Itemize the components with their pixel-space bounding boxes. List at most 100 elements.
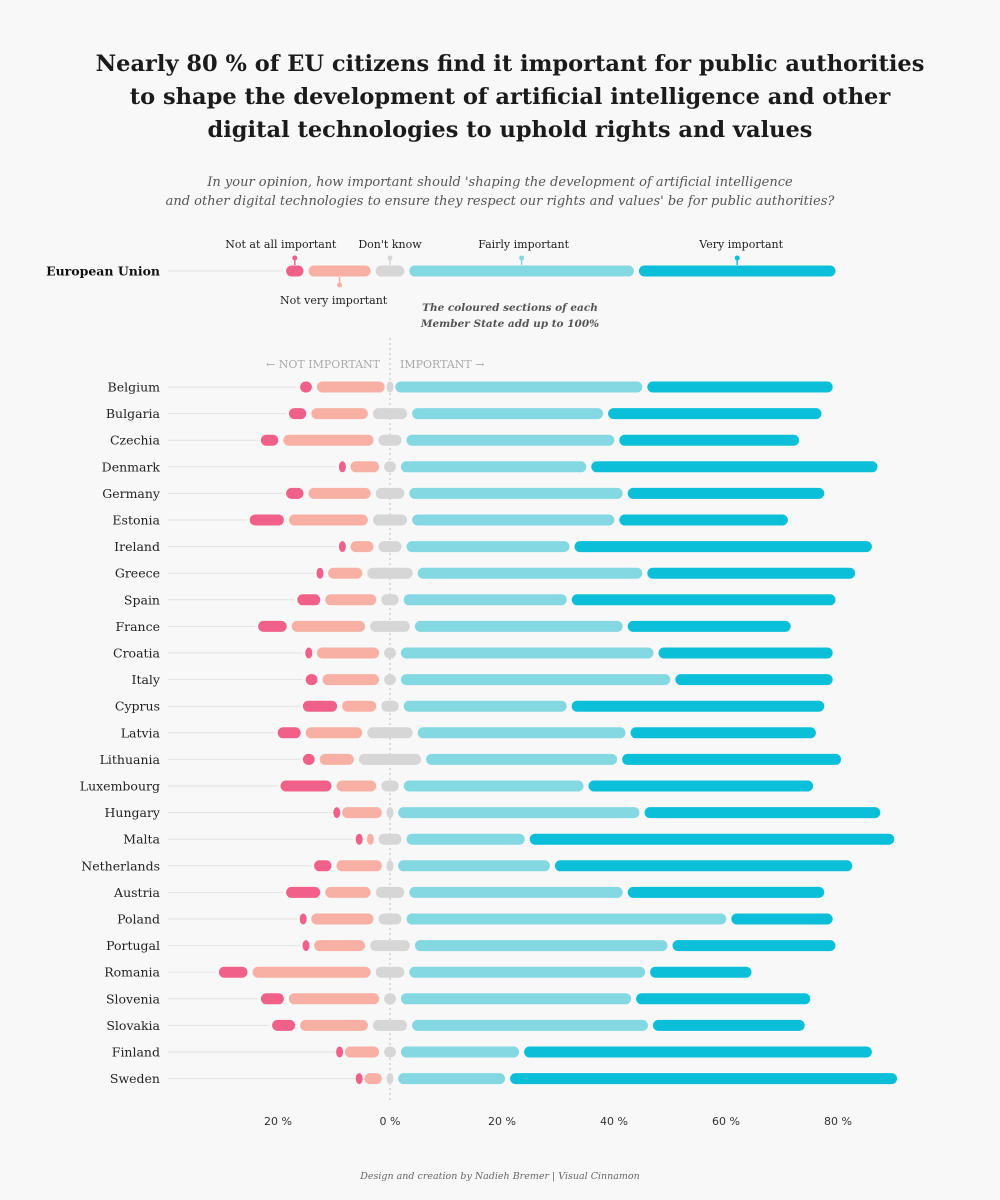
row-belgium: Belgium — [108, 380, 833, 395]
x-tick-label: 0 % — [380, 1115, 401, 1128]
country-label-netherlands: Netherlands — [81, 858, 160, 873]
poland-bar-not-at-all — [299, 913, 307, 925]
poland-bar-not-very — [311, 913, 374, 925]
latvia-bar-not-very — [305, 727, 363, 739]
belgium-bar-very — [647, 381, 833, 393]
ireland-bar-fairly — [406, 541, 570, 553]
cyprus-bar-not-at-all — [302, 700, 338, 712]
austria-bar-not-at-all — [286, 886, 321, 898]
subtitle-line-1: In your opinion, how important should 's… — [207, 175, 793, 190]
denmark-bar-very — [591, 461, 878, 473]
lithuania-bar-fairly — [426, 753, 618, 765]
germany-bar-very — [627, 487, 825, 499]
bulgaria-bar-not-at-all — [288, 408, 307, 420]
row-lithuania: Lithuania — [100, 752, 842, 767]
note-line-1: The coloured sections of each — [422, 302, 598, 314]
diverging-bar-chart: ← NOT IMPORTANT IMPORTANT → The coloured… — [46, 238, 898, 1128]
lithuania-bar-not-at-all — [302, 753, 315, 765]
row-italy: Italy — [132, 672, 833, 687]
legend-dot-fairly — [519, 255, 525, 261]
sweden-bar-fairly — [398, 1073, 506, 1085]
netherlands-bar-not-at-all — [314, 860, 332, 872]
lithuania-bar-not-very — [319, 753, 354, 765]
country-label-belgium: Belgium — [108, 380, 161, 395]
latvia-bar-dont-know — [367, 727, 413, 739]
cyprus-bar-dont-know — [381, 700, 399, 712]
spain-bar-dont-know — [381, 594, 399, 606]
country-label-italy: Italy — [132, 672, 161, 687]
netherlands-bar-not-very — [336, 860, 382, 872]
ireland-bar-not-at-all — [338, 541, 346, 553]
romania-bar-not-at-all — [218, 966, 248, 978]
latvia-bar-very — [630, 727, 816, 739]
finland-bar-very — [524, 1046, 872, 1058]
romania-bar-not-very — [252, 966, 371, 978]
country-label-germany: Germany — [102, 486, 161, 501]
luxembourg-bar-dont-know — [381, 780, 399, 792]
legend-label-not-at-all: Not at all important — [225, 238, 337, 251]
country-label-austria: Austria — [113, 885, 160, 900]
czechia-bar-dont-know — [378, 434, 402, 446]
chart-subtitle: In your opinion, how important should 's… — [150, 173, 850, 211]
row-cyprus: Cyprus — [115, 699, 825, 714]
spain-bar-not-at-all — [297, 594, 321, 606]
ireland-bar-dont-know — [378, 541, 402, 553]
x-tick-label: 20 % — [264, 1115, 292, 1128]
latvia-bar-fairly — [417, 727, 626, 739]
estonia-bar-not-very — [288, 514, 368, 526]
eu-bar-fairly — [409, 265, 634, 277]
estonia-bar-not-at-all — [249, 514, 284, 526]
legend-label-very: Very important — [698, 238, 783, 251]
germany-bar-not-very — [308, 487, 371, 499]
cyprus-bar-not-very — [342, 700, 377, 712]
greece-bar-very — [647, 567, 856, 579]
ireland-bar-very — [574, 541, 872, 553]
country-label-portugal: Portugal — [106, 938, 160, 953]
netherlands-bar-very — [554, 860, 853, 872]
denmark-bar-fairly — [400, 461, 587, 473]
malta-bar-not-very — [366, 833, 374, 845]
slovakia-bar-fairly — [412, 1019, 648, 1031]
portugal-bar-fairly — [414, 940, 668, 952]
italy-bar-not-at-all — [305, 674, 318, 686]
slovenia-bar-not-very — [288, 993, 380, 1005]
belgium-bar-dont-know — [386, 381, 394, 393]
country-label-hungary: Hungary — [105, 805, 161, 820]
estonia-bar-fairly — [412, 514, 615, 526]
bulgaria-bar-not-very — [311, 408, 368, 420]
belgium-bar-fairly — [395, 381, 643, 393]
country-rows: Belgium Bulgaria Czechia Denmark Germany Esto… — [80, 380, 898, 1086]
row-estonia: Estonia — [112, 513, 788, 528]
row-czechia: Czechia — [110, 433, 800, 448]
hungary-bar-fairly — [398, 807, 640, 819]
italy-bar-fairly — [400, 674, 671, 686]
italy-bar-dont-know — [384, 674, 396, 686]
country-label-sweden: Sweden — [110, 1071, 160, 1086]
luxembourg-bar-very — [588, 780, 814, 792]
country-label-poland: Poland — [117, 912, 160, 927]
austria-bar-not-very — [325, 886, 371, 898]
slovakia-bar-dont-know — [372, 1019, 408, 1031]
italy-bar-not-very — [322, 674, 380, 686]
subtitle-line-2: and other digital technologies to ensure… — [165, 194, 835, 209]
eu-bar-very — [638, 265, 836, 277]
legend: Not at all important Not very important Do… — [225, 238, 783, 307]
croatia-bar-fairly — [400, 647, 654, 659]
row-poland: Poland — [117, 912, 833, 927]
country-label-romania: Romania — [104, 965, 160, 980]
bulgaria-bar-fairly — [412, 408, 604, 420]
malta-bar-fairly — [406, 833, 525, 845]
x-tick-label: 20 % — [488, 1115, 516, 1128]
country-label-lithuania: Lithuania — [100, 752, 161, 767]
row-france: France — [115, 619, 791, 634]
sweden-bar-not-at-all — [355, 1073, 363, 1085]
lithuania-bar-very — [622, 753, 842, 765]
portugal-bar-not-very — [314, 940, 366, 952]
x-tick-label: 60 % — [712, 1115, 740, 1128]
estonia-bar-very — [619, 514, 788, 526]
slovakia-bar-not-at-all — [272, 1019, 296, 1031]
greece-bar-fairly — [417, 567, 643, 579]
row-slovakia: Slovakia — [106, 1018, 805, 1033]
row-hungary: Hungary — [105, 805, 881, 820]
country-label-slovenia: Slovenia — [106, 991, 161, 1006]
